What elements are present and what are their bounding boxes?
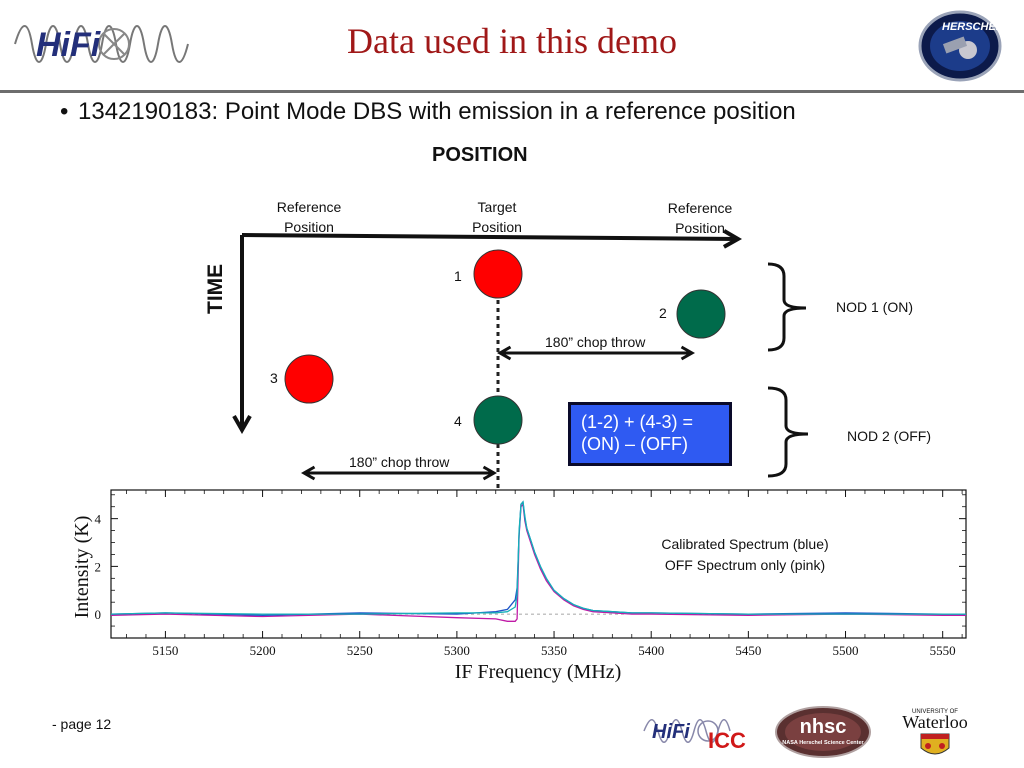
equation-line-2: (ON) – (OFF)	[581, 434, 688, 454]
point-1-label: 1	[454, 268, 462, 284]
bullet-item: • 1342190183: Point Mode DBS with emissio…	[60, 98, 796, 126]
position-2-circle	[676, 289, 726, 339]
nhsc-logo-text: nhsc	[800, 716, 847, 738]
point-2-label: 2	[659, 305, 667, 321]
reference-position-right-label: Reference Position	[650, 198, 750, 238]
target-position-label: Target Position	[447, 197, 547, 237]
y-tick-label: 4	[95, 512, 102, 527]
nod2-label: NOD 2 (OFF)	[847, 428, 931, 444]
label-line: Position	[284, 219, 334, 235]
nod1-label: NOD 1 (ON)	[836, 299, 913, 315]
x-tick-label: 5450	[735, 643, 761, 658]
waterloo-logo: UNIVERSITY OF Waterloo	[895, 704, 975, 762]
nhsc-logo: nhsc NASA Herschel Science Center	[774, 705, 872, 759]
spectrum-note: Calibrated Spectrum (blue) OFF Spectrum …	[630, 534, 860, 576]
chop-throw-upper-label: 180” chop throw	[545, 334, 646, 350]
bullet-text: 1342190183: Point Mode DBS with emission…	[78, 98, 796, 125]
x-tick-label: 5150	[152, 643, 178, 658]
label-line: Target	[477, 199, 517, 215]
hifi-icc-logo-hifi: HiFi	[652, 721, 690, 743]
page-number: - page 12	[52, 716, 112, 732]
waterloo-logo-text: Waterloo	[902, 712, 968, 732]
position-axis-arrow	[241, 229, 743, 249]
series-line-3	[110, 500, 966, 615]
series-line-2	[110, 502, 966, 622]
chop-throw-lower-label: 180” chop throw	[349, 454, 450, 470]
hifi-icc-logo-icc: ICC	[708, 728, 746, 753]
equation-box: (1-2) + (4-3) = (ON) – (OFF)	[568, 402, 732, 466]
x-axis-title: IF Frequency (MHz)	[455, 661, 622, 683]
x-tick-label: 5300	[444, 643, 470, 658]
label-line: Position	[472, 219, 522, 235]
spectrum-chart: 5150 5200 5250 5300 5350 5400 5450 5500 5550024 …	[71, 489, 967, 683]
diagram-graphics	[232, 229, 809, 492]
equation-line-1: (1-2) + (4-3) =	[581, 412, 694, 432]
spectrum-note-line-1: Calibrated Spectrum (blue)	[661, 536, 829, 552]
plot-lines	[110, 500, 966, 622]
bullet-marker: •	[60, 98, 69, 125]
hifi-logo-text: HiFi	[36, 26, 102, 64]
title-divider	[0, 90, 1024, 93]
x-tick-label: 5350	[541, 643, 567, 658]
label-line: Reference	[667, 200, 733, 216]
reference-position-left-label: Reference Position	[259, 197, 359, 237]
waterloo-logo-top: UNIVERSITY OF	[912, 709, 958, 715]
position-heading: POSITION	[432, 144, 528, 166]
plot-labels: 5150 5200 5250 5300 5350 5400 5450 5500 5550 0 2 4	[95, 512, 956, 658]
nod1-bracket	[767, 262, 807, 352]
spectrum-note-line-2: OFF Spectrum only (pink)	[664, 557, 826, 573]
label-line: Position	[675, 220, 725, 236]
hifi-logo: HiFi	[10, 10, 195, 78]
herschel-logo: HERSCHEL	[918, 10, 1003, 82]
position-1-circle	[473, 249, 523, 299]
x-tick-label: 5250	[347, 643, 373, 658]
hifi-icc-logo: HiFi ICC	[642, 708, 762, 754]
position-4-circle	[473, 395, 523, 445]
position-3-circle	[284, 354, 334, 404]
page-title: Data used in this demo	[347, 21, 677, 61]
x-tick-label: 5400	[638, 643, 664, 658]
time-label: TIME	[204, 263, 227, 314]
y-tick-label: 0	[95, 607, 102, 622]
x-tick-label: 5550	[930, 643, 956, 658]
point-4-label: 4	[454, 413, 462, 429]
x-tick-label: 5200	[250, 643, 276, 658]
nod2-bracket	[767, 386, 809, 478]
y-axis-title: Intensity (K)	[71, 516, 93, 619]
x-tick-label: 5500	[833, 643, 859, 658]
nhsc-logo-subtext: NASA Herschel Science Center	[782, 740, 864, 746]
herschel-logo-text: HERSCHEL	[942, 21, 1002, 33]
y-tick-label: 2	[95, 559, 102, 574]
label-line: Reference	[276, 199, 342, 215]
point-3-label: 3	[270, 370, 278, 386]
